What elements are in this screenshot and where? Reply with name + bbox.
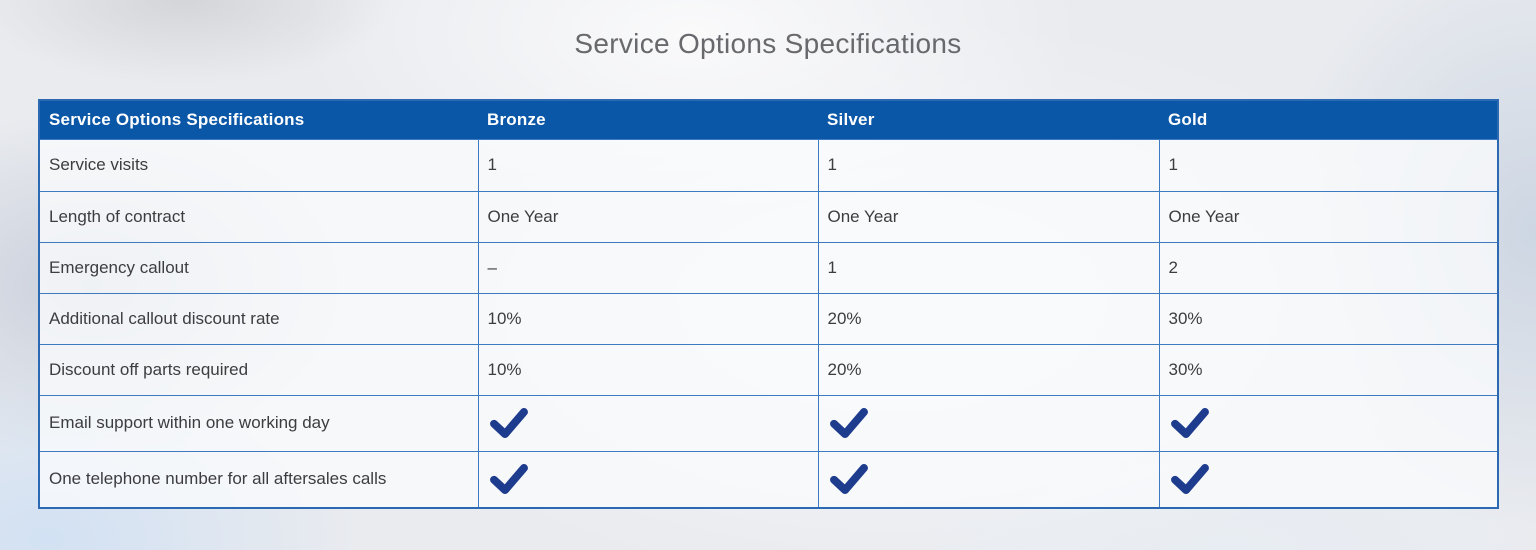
checkmark-icon — [1170, 464, 1209, 495]
checkmark-icon — [489, 408, 528, 439]
table-row-discount-off-parts: Discount off parts required 10% 20% 30% — [38, 343, 1499, 396]
col-header-gold: Gold — [1168, 109, 1208, 129]
table-row-additional-callout-discount: Additional callout discount rate 10% 20%… — [38, 292, 1499, 345]
row-label: Email support within one working day — [38, 394, 479, 452]
table-row-emergency-callout: Emergency callout – 1 2 — [38, 241, 1499, 294]
bronze-value: One Year — [477, 190, 819, 243]
row-label: Length of contract — [38, 190, 479, 243]
bronze-value: 10% — [477, 343, 819, 396]
row-label: Emergency callout — [38, 241, 479, 294]
table-header-row: Service Options Specifications Bronze Si… — [39, 100, 1498, 139]
bronze-check-cell — [477, 394, 819, 452]
silver-value: 1 — [817, 241, 1160, 294]
row-label: Service visits — [38, 138, 479, 192]
gold-value: 30% — [1158, 343, 1499, 396]
gold-value: 1 — [1158, 138, 1499, 192]
table-row-service-visits: Service visits 1 1 1 — [38, 138, 1499, 192]
col-header-bronze: Bronze — [487, 109, 546, 129]
table-row-one-telephone-number: One telephone number for all aftersales … — [38, 450, 1499, 509]
col-header-silver: Silver — [827, 109, 875, 129]
silver-value: 20% — [817, 343, 1160, 396]
table-row-email-support: Email support within one working day — [38, 394, 1499, 452]
gold-value: 2 — [1158, 241, 1499, 294]
bronze-value: 10% — [477, 292, 819, 345]
service-options-table: Service Options Specifications Bronze Si… — [38, 99, 1499, 509]
silver-value: One Year — [817, 190, 1160, 243]
checkmark-icon — [1170, 408, 1209, 439]
checkmark-icon — [829, 408, 868, 439]
gold-check-cell — [1158, 450, 1499, 509]
gold-check-cell — [1158, 394, 1499, 452]
silver-check-cell — [817, 450, 1160, 509]
row-label: Additional callout discount rate — [38, 292, 479, 345]
bronze-value: – — [477, 241, 819, 294]
bronze-check-cell — [477, 450, 819, 509]
bronze-value: 1 — [477, 138, 819, 192]
silver-check-cell — [817, 394, 1160, 452]
silver-value: 20% — [817, 292, 1160, 345]
row-label: One telephone number for all aftersales … — [38, 450, 479, 509]
checkmark-icon — [489, 464, 528, 495]
table-row-length-of-contract: Length of contract One Year One Year One… — [38, 190, 1499, 243]
row-label: Discount off parts required — [38, 343, 479, 396]
checkmark-icon — [829, 464, 868, 495]
gold-value: 30% — [1158, 292, 1499, 345]
gold-value: One Year — [1158, 190, 1499, 243]
page-title: Service Options Specifications — [574, 28, 962, 59]
col-header-specifications: Service Options Specifications — [49, 109, 305, 129]
silver-value: 1 — [817, 138, 1160, 192]
